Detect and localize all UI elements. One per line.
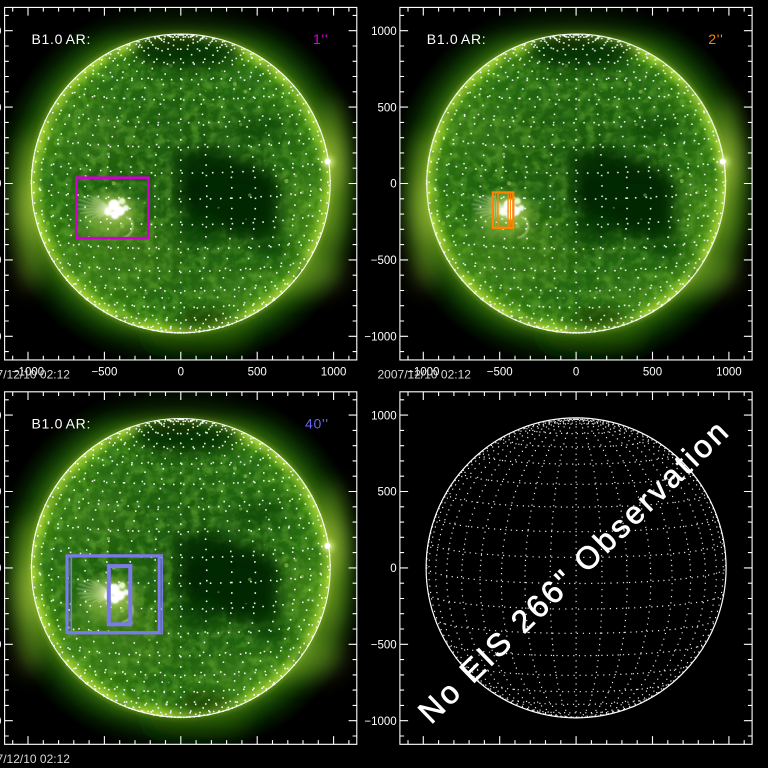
svg-text:1000: 1000 <box>371 26 397 38</box>
svg-text:500: 500 <box>643 367 662 379</box>
svg-text:2'': 2'' <box>708 31 723 47</box>
svg-text:−1000: −1000 <box>12 367 44 379</box>
svg-text:−500: −500 <box>371 640 397 652</box>
svg-text:2007/12/10 02:12: 2007/12/10 02:12 <box>0 368 70 382</box>
svg-text:1000: 1000 <box>716 367 742 379</box>
svg-text:−500: −500 <box>0 255 1 267</box>
svg-text:1000: 1000 <box>321 367 347 379</box>
svg-text:B1.0AR:: B1.0 AR: <box>32 31 92 47</box>
svg-text:0: 0 <box>0 563 1 575</box>
svg-text:−500: −500 <box>371 255 397 267</box>
svg-text:0: 0 <box>0 179 1 191</box>
svg-text:−500: −500 <box>487 367 513 379</box>
svg-text:−500: −500 <box>0 640 1 652</box>
svg-text:1000: 1000 <box>0 26 1 38</box>
svg-text:B1.0AR:: B1.0 AR: <box>32 415 92 431</box>
svg-text:2007/12/10 02:12: 2007/12/10 02:12 <box>0 752 70 766</box>
svg-text:B1.0AR:: B1.0 AR: <box>427 31 487 47</box>
svg-text:−500: −500 <box>91 367 117 379</box>
svg-text:−1000: −1000 <box>407 367 439 379</box>
svg-text:0: 0 <box>573 367 579 379</box>
svg-text:−1000: −1000 <box>364 716 396 728</box>
svg-text:500: 500 <box>0 102 1 114</box>
svg-text:0: 0 <box>390 563 396 575</box>
svg-text:−1000: −1000 <box>0 332 1 344</box>
svg-text:0: 0 <box>178 367 184 379</box>
svg-text:500: 500 <box>248 367 267 379</box>
svg-text:500: 500 <box>378 487 397 499</box>
svg-text:1'': 1'' <box>313 31 328 47</box>
svg-text:0: 0 <box>390 179 396 191</box>
svg-text:500: 500 <box>378 102 397 114</box>
svg-text:1000: 1000 <box>371 410 397 422</box>
svg-text:−1000: −1000 <box>364 332 396 344</box>
svg-text:2007/12/10 02:12: 2007/12/10 02:12 <box>378 368 472 382</box>
svg-text:40'': 40'' <box>305 415 329 431</box>
svg-text:500: 500 <box>0 487 1 499</box>
svg-text:−1000: −1000 <box>0 716 1 728</box>
svg-text:1000: 1000 <box>0 410 1 422</box>
